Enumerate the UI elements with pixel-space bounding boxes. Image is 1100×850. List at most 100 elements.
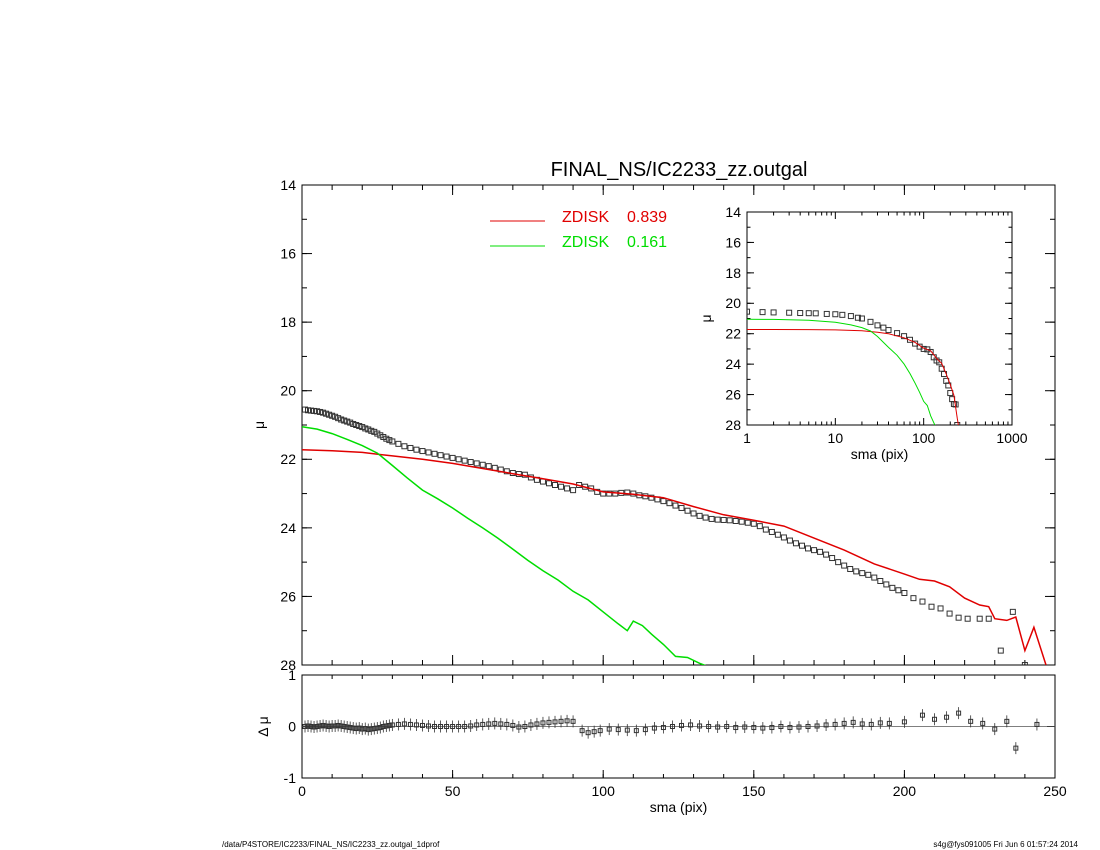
main-plot-area <box>302 406 1047 665</box>
main-data-point <box>696 512 703 519</box>
main-data-point <box>841 562 848 569</box>
main-model-line-2 <box>302 425 707 665</box>
main-data-point <box>853 568 860 575</box>
legend-label-zdisk-2: ZDISK <box>562 234 609 251</box>
inset-ytick-label: 20 <box>725 295 741 311</box>
inset-data-point <box>880 324 887 331</box>
inset-data-point <box>832 311 839 318</box>
main-data-point <box>461 457 468 464</box>
main-data-point <box>437 452 444 459</box>
main-data-point <box>467 459 474 466</box>
main-data-point <box>545 480 552 487</box>
main-data-point <box>955 614 962 621</box>
resid-xtick-label: 0 <box>298 783 306 799</box>
main-data-point <box>362 425 369 432</box>
resid-ytick-label: 0 <box>288 718 296 734</box>
main-data-point <box>985 615 992 622</box>
main-data-point <box>811 547 818 554</box>
inset-data-point <box>854 314 861 321</box>
inset-data-point <box>759 309 766 316</box>
main-data-point <box>335 415 342 422</box>
main-data-point <box>365 426 372 433</box>
main-data-point <box>401 443 408 450</box>
inset-ytick-label: 14 <box>725 204 741 220</box>
main-data-point <box>317 408 324 415</box>
inset-data-point <box>805 310 812 317</box>
inset-data-point <box>858 315 865 322</box>
main-data-point <box>485 463 492 470</box>
main-data-point <box>1021 662 1028 665</box>
main-data-point <box>847 566 854 572</box>
main-data-point <box>997 647 1004 654</box>
main-data-point <box>768 528 775 535</box>
main-ytick-label: 16 <box>280 245 296 261</box>
main-data-point <box>798 542 805 549</box>
main-data-point <box>877 578 884 584</box>
main-data-point <box>865 571 872 578</box>
main-ylabel: μ <box>251 421 267 429</box>
legend: ZDISK 0.839 ZDISK 0.161 <box>490 209 667 251</box>
main-data-point <box>564 485 571 492</box>
legend-label-zdisk-1: ZDISK <box>562 209 609 226</box>
chart-title: FINAL_NS/IC2233_zz.outgal <box>551 159 808 181</box>
main-data-point <box>726 517 733 524</box>
resid-ytick-label: -1 <box>284 770 297 786</box>
main-data-point <box>600 490 607 497</box>
resid-xtick-label: 100 <box>592 783 616 799</box>
main-data-point <box>786 537 793 544</box>
main-data-point <box>714 516 721 523</box>
main-data-point <box>353 422 360 428</box>
main-data-point <box>570 487 577 494</box>
main-data-point <box>395 440 402 447</box>
main-data-point <box>371 428 378 435</box>
main-data-point <box>347 419 354 426</box>
main-data-point <box>666 500 673 507</box>
main-data-point <box>314 408 321 415</box>
main-data-point <box>359 424 366 431</box>
footer-path: /data/P4STORE/IC2233/FINAL_NS/IC2233_zz.… <box>222 840 440 849</box>
resid-xtick-label: 50 <box>445 783 461 799</box>
inset-ytick-label: 24 <box>725 356 741 372</box>
inset-data-point <box>894 330 901 337</box>
main-data-point <box>594 488 601 495</box>
main-data-point <box>1009 608 1016 615</box>
inset-xtick-label: 1000 <box>996 430 1027 446</box>
inset-data-point <box>901 333 908 340</box>
resid-xtick-label: 150 <box>742 783 766 799</box>
inset-data-point <box>867 318 874 325</box>
main-data-point <box>937 605 944 612</box>
main-data-point <box>341 417 348 424</box>
inset-plot-area <box>747 308 961 425</box>
main-data-point <box>684 507 691 514</box>
main-data-point <box>780 534 787 541</box>
main-data-point <box>829 555 836 562</box>
main-data-point <box>895 587 902 594</box>
inset-data-point <box>947 390 954 397</box>
main-data-point <box>473 460 480 467</box>
inset-data-point <box>747 308 750 315</box>
main-data-point <box>678 504 685 511</box>
main-data-point <box>720 516 727 523</box>
inset-ylabel: μ <box>698 314 714 322</box>
main-data-point <box>386 437 393 444</box>
main-data-point <box>350 420 357 427</box>
main-data-point <box>311 407 318 414</box>
main-data-point <box>823 551 830 558</box>
main-data-point <box>320 409 327 416</box>
main-ytick-label: 18 <box>280 314 296 330</box>
main-data-point <box>407 444 414 451</box>
inset-ytick-label: 16 <box>725 234 741 250</box>
main-data-point <box>419 448 426 455</box>
inset-data-point <box>885 327 892 334</box>
main-data-point <box>919 598 926 605</box>
inset-xtick-label: 100 <box>912 430 936 446</box>
main-data-point <box>750 520 757 527</box>
main-data-point <box>413 446 420 453</box>
main-data-point <box>377 432 384 439</box>
main-data-point <box>308 407 315 414</box>
main-data-point <box>901 590 908 596</box>
main-data-point <box>648 494 655 501</box>
main-ytick-label: 22 <box>280 451 296 467</box>
main-data-point <box>672 502 679 509</box>
